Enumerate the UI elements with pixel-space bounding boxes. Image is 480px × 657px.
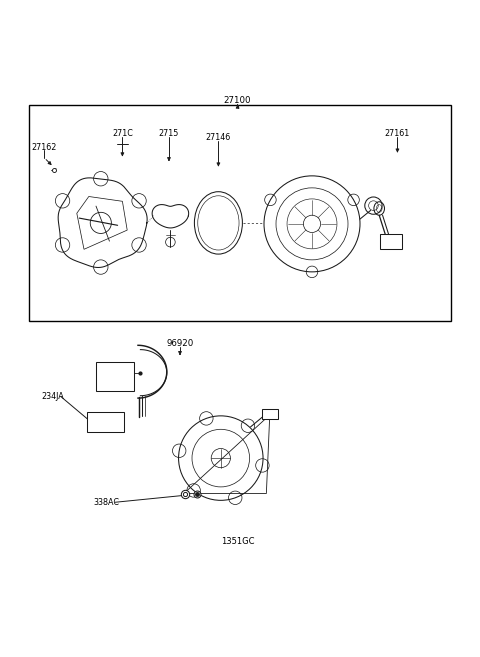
Text: 27162: 27162 [32, 143, 57, 152]
Text: 27161: 27161 [385, 129, 410, 138]
FancyBboxPatch shape [96, 363, 134, 391]
Text: 234JA: 234JA [42, 392, 64, 401]
Text: 271C: 271C [112, 129, 133, 138]
Text: 27146: 27146 [206, 133, 231, 143]
FancyBboxPatch shape [87, 412, 124, 432]
Text: 27100: 27100 [224, 97, 252, 106]
Text: 96920: 96920 [167, 340, 193, 348]
Text: 1351GC: 1351GC [221, 537, 254, 546]
FancyBboxPatch shape [262, 409, 278, 419]
FancyBboxPatch shape [380, 235, 402, 249]
Text: 338AC: 338AC [94, 498, 120, 507]
Bar [29, 105, 451, 321]
Text: 2715: 2715 [159, 129, 179, 138]
